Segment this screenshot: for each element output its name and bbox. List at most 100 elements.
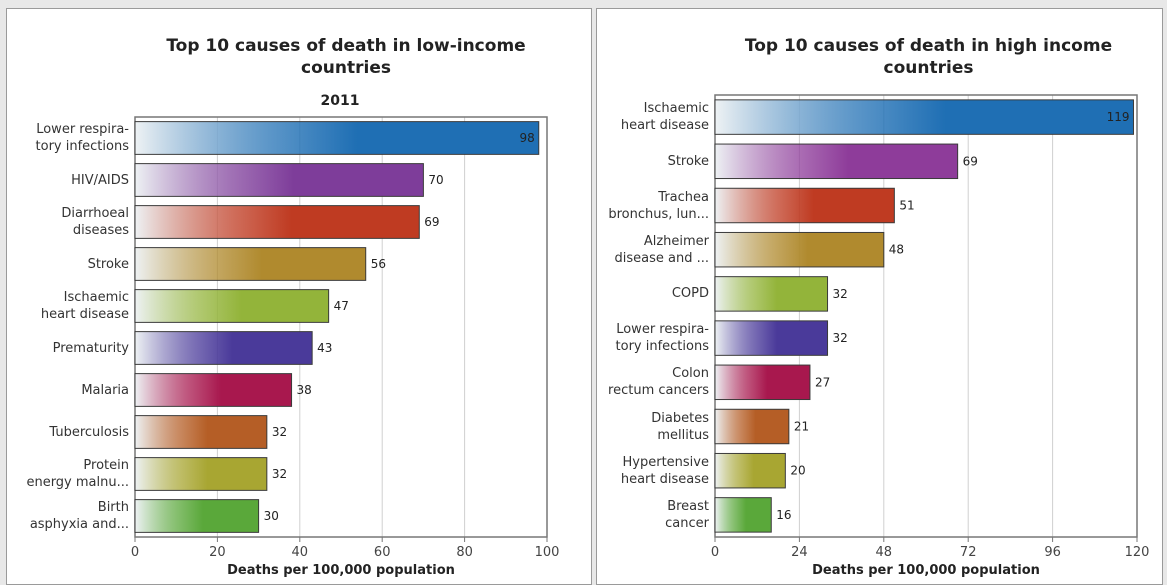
data-label: 69 [963,154,978,168]
x-tick-label: 60 [374,545,391,560]
bar [134,289,330,323]
category-label-line: Lower respira- [36,122,129,137]
bar [714,276,829,312]
chart-svg: 119 69 51 48 32 32 27 21 20 16 0 24 48 72 96 120 [711,94,1150,560]
category-label-line: Protein [83,458,129,473]
x-tick-label: 0 [131,545,139,560]
chart-subtitle: 2011 [320,93,360,109]
chart-title: Top 10 causes of death in low-income cou… [166,36,526,78]
category-label-line: Birth [97,500,129,515]
category-label-line: Prematurity [52,340,129,356]
data-label: 98 [519,131,534,145]
bar [134,415,268,449]
category-label-line: Alzheimer [643,233,709,249]
data-label: 48 [889,243,904,257]
bar [134,331,313,365]
category-label: Diabetes mellitus [651,410,709,444]
category-label: Alzheimer disease and ... [615,233,710,267]
chart-panel-high-income: Top 10 causes of death in high income co… [596,8,1163,585]
category-label-line: Ischaemic [643,101,709,117]
data-label: 56 [371,257,386,271]
category-label-line: disease and ... [614,250,710,266]
category-label-line: Lower respira- [616,322,709,338]
category-label-line: Hypertensive [622,454,709,470]
category-label-line: Stroke [667,153,709,169]
category-label: Trachea bronchus, lun... [608,189,709,223]
category-label: Ischaemic heart disease [621,100,709,134]
category-label: Ischaemic heart disease [41,289,129,323]
bar [134,121,540,155]
plot-frame [714,94,1138,538]
x-tick-label: 100 [535,545,560,560]
category-label-line: Breast [667,498,709,514]
category-label-line: heart disease [40,307,129,322]
data-label: 30 [264,509,279,523]
category-label-line: tory infections [615,339,709,355]
data-label: 51 [899,199,914,213]
bar [714,187,895,224]
chart-panel-low-income: Top 10 causes of death in low-income cou… [6,8,592,585]
category-label: Prematurity [53,340,129,357]
category-label-line: Colon [672,366,709,382]
category-label-line: Tuberculosis [49,424,129,440]
category-label: Tuberculosis [49,424,129,441]
x-tick-label: 48 [876,545,893,560]
category-label-line: cancer [665,515,709,531]
category-label-line: Stroke [87,256,129,272]
data-label: 70 [428,173,443,187]
category-label: Lower respira-tory infections [616,321,709,355]
chart-title: Top 10 causes of death in high income co… [744,36,1113,78]
category-label-line: asphyxia and... [29,517,129,532]
category-label-line: Malaria [81,382,129,398]
x-tick-label: 0 [711,545,719,560]
category-label-line: HIV/AIDS [71,172,129,188]
category-label: Breast cancer [665,498,709,532]
data-label: 21 [794,420,809,434]
chart-svg: 98 70 69 56 47 43 38 32 32 30 0 20 40 60 80 100 [131,116,560,560]
category-label-line: Trachea [658,189,709,205]
x-tick-label: 72 [960,545,977,560]
data-label: 32 [272,425,287,439]
bar [714,497,772,533]
data-label: 43 [317,341,332,355]
category-label-line: Diarrhoeal [61,206,129,221]
x-axis-title: Deaths per 100,000 population [812,563,1040,578]
category-label: Malaria [81,382,129,399]
bar [134,163,424,197]
bar [714,99,1134,135]
data-label: 32 [272,467,287,481]
bar [714,364,811,401]
category-label: Lower respira-tory infections [36,121,129,155]
category-label: Diarrhoeal diseases [61,205,129,239]
category-label: Colon rectum cancers [608,365,709,399]
category-label-line: bronchus, lun... [608,206,709,222]
bar [714,408,790,445]
data-label: 27 [815,375,830,389]
category-label-line: diseases [72,223,129,238]
bar [714,452,786,489]
data-label: 20 [790,464,805,478]
bar [714,143,959,180]
category-label-line: COPD [671,286,709,302]
bar [714,231,885,268]
category-label: Stroke [668,153,709,170]
data-label: 38 [297,383,312,397]
bar [134,499,260,533]
category-label: Protein energy malnu... [26,457,129,491]
bar [134,247,367,281]
x-tick-label: 24 [791,545,808,560]
data-label: 32 [833,287,848,301]
category-label-line: rectum cancers [608,383,709,399]
x-tick-label: 20 [209,545,226,560]
category-label: COPD [672,285,709,302]
category-label-line: heart disease [620,118,709,134]
category-label-line: tory infections [35,139,129,154]
category-label-line: mellitus [657,427,709,443]
category-label-line: Ischaemic [63,290,129,305]
bar [714,320,829,356]
x-tick-label: 80 [456,545,473,560]
category-label: Stroke [88,256,129,273]
x-tick-label: 120 [1125,545,1150,560]
category-label-line: energy malnu... [26,475,129,490]
